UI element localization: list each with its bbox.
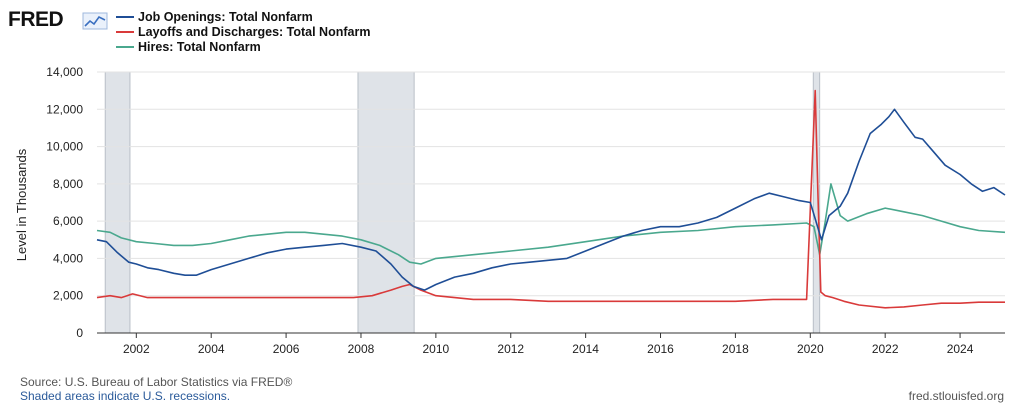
legend-label-layoffs: Layoffs and Discharges: Total Nonfarm (138, 25, 371, 39)
x-tick-label: 2002 (123, 342, 150, 356)
chart-footer: Source: U.S. Bureau of Labor Statistics … (20, 375, 292, 403)
gridlines (97, 71, 1005, 334)
x-tick-label: 2012 (497, 342, 524, 356)
y-tick-label: 2,000 (53, 289, 83, 303)
series-line-job-openings[interactable] (96, 108, 1006, 291)
legend-label-hires: Hires: Total Nonfarm (138, 40, 261, 54)
legend-item-job-openings[interactable]: Job Openings: Total Nonfarm (116, 10, 370, 25)
y-axis-label: Level in Thousands (14, 148, 29, 261)
y-tick-label: 10,000 (46, 140, 83, 154)
x-tick-label: 2018 (722, 342, 749, 356)
legend-item-layoffs[interactable]: Layoffs and Discharges: Total Nonfarm (116, 25, 370, 40)
chart-header: FRED Job Openings: Total Nonfarm Layoffs… (8, 6, 608, 58)
x-tick-label: 2020 (797, 342, 824, 356)
axes (97, 332, 1005, 338)
legend-item-hires[interactable]: Hires: Total Nonfarm (116, 40, 370, 55)
series-lines (96, 89, 1006, 309)
x-tick-label: 2014 (572, 342, 599, 356)
y-tick-label: 0 (76, 326, 83, 340)
recession-note[interactable]: Shaded areas indicate U.S. recessions. (20, 389, 231, 403)
y-tick-label: 6,000 (53, 214, 83, 228)
legend-swatch-layoffs (116, 30, 134, 33)
recession-bands (104, 71, 821, 334)
y-tick-label: 4,000 (53, 251, 83, 265)
x-tick-label: 2022 (872, 342, 899, 356)
recession-band (357, 71, 415, 334)
legend-swatch-job-openings (116, 15, 134, 18)
y-tick-label: 14,000 (46, 65, 83, 79)
fred-logo[interactable]: FRED (8, 8, 64, 31)
legend-label-job-openings: Job Openings: Total Nonfarm (138, 10, 313, 24)
y-tick-label: 12,000 (46, 102, 83, 116)
x-tick-label: 2016 (647, 342, 674, 356)
recession-band (104, 71, 131, 334)
legend: Job Openings: Total Nonfarm Layoffs and … (116, 10, 370, 55)
y-tick-label: 8,000 (53, 177, 83, 191)
line-chart: 0 2,000 4,000 6,000 8,000 10,000 12,000 14,000 2… (14, 65, 1006, 356)
legend-swatch-hires (116, 45, 134, 48)
chart-line-icon (82, 12, 108, 30)
series-line-layoffs[interactable] (96, 89, 1005, 309)
x-tick-label: 2008 (348, 342, 375, 356)
site-link[interactable]: fred.stlouisfed.org (908, 389, 1004, 403)
tick-labels: 0 2,000 4,000 6,000 8,000 10,000 12,000 14,000 2… (46, 65, 973, 356)
x-tick-label: 2010 (423, 342, 450, 356)
x-tick-label: 2006 (273, 342, 300, 356)
series-line-hires[interactable] (96, 183, 1006, 265)
x-tick-label: 2004 (198, 342, 225, 356)
source-note: Source: U.S. Bureau of Labor Statistics … (20, 375, 293, 389)
x-tick-label: 2024 (947, 342, 974, 356)
